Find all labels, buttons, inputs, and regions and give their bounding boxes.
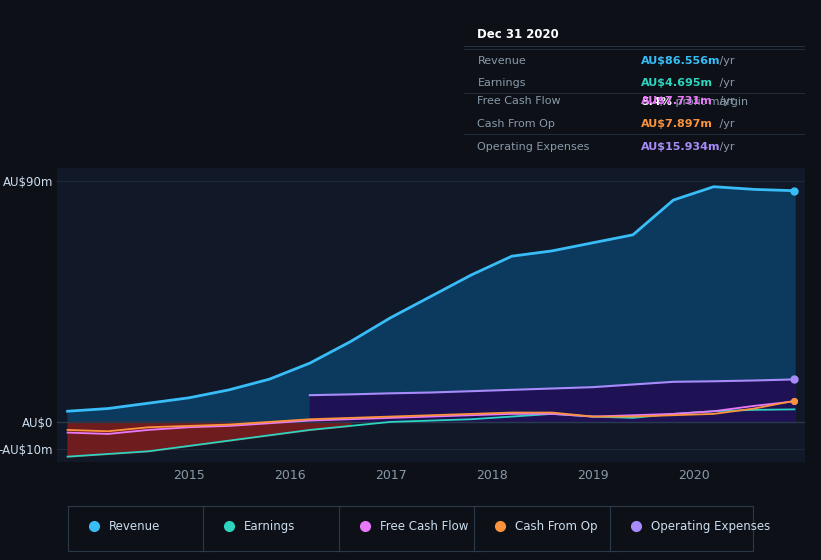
Text: Revenue: Revenue [108,520,160,533]
Text: Dec 31 2020: Dec 31 2020 [478,28,559,41]
Text: Cash From Op: Cash From Op [516,520,598,533]
Text: Earnings: Earnings [244,520,296,533]
Text: /yr: /yr [716,142,735,152]
FancyBboxPatch shape [203,506,346,550]
Text: /yr: /yr [716,96,735,106]
Text: profit margin: profit margin [672,97,748,107]
Text: /yr: /yr [716,78,735,88]
Text: AU$4.695m: AU$4.695m [641,78,713,88]
Text: Cash From Op: Cash From Op [478,119,555,129]
FancyBboxPatch shape [67,506,212,550]
FancyBboxPatch shape [609,506,754,550]
Text: Earnings: Earnings [478,78,526,88]
Text: Operating Expenses: Operating Expenses [478,142,589,152]
Text: 5.4%: 5.4% [641,97,672,107]
Text: Free Cash Flow: Free Cash Flow [379,520,468,533]
FancyBboxPatch shape [338,506,482,550]
Text: /yr: /yr [716,119,735,129]
Text: Revenue: Revenue [478,57,526,67]
FancyBboxPatch shape [475,506,617,550]
Text: AU$15.934m: AU$15.934m [641,142,721,152]
Text: /yr: /yr [716,57,735,67]
Text: AU$7.897m: AU$7.897m [641,119,713,129]
Text: Free Cash Flow: Free Cash Flow [478,96,561,106]
Text: Operating Expenses: Operating Expenses [650,520,770,533]
Text: AU$86.556m: AU$86.556m [641,57,721,67]
Text: AU$7.731m: AU$7.731m [641,96,713,106]
